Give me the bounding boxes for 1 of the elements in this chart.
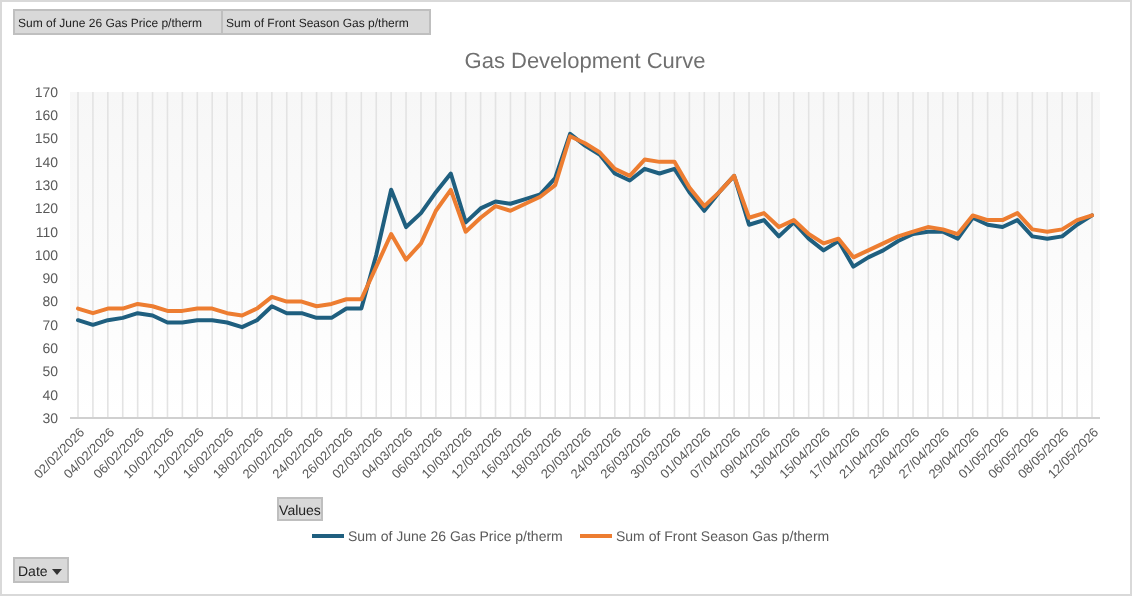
chart-title: Gas Development Curve (464, 50, 706, 74)
